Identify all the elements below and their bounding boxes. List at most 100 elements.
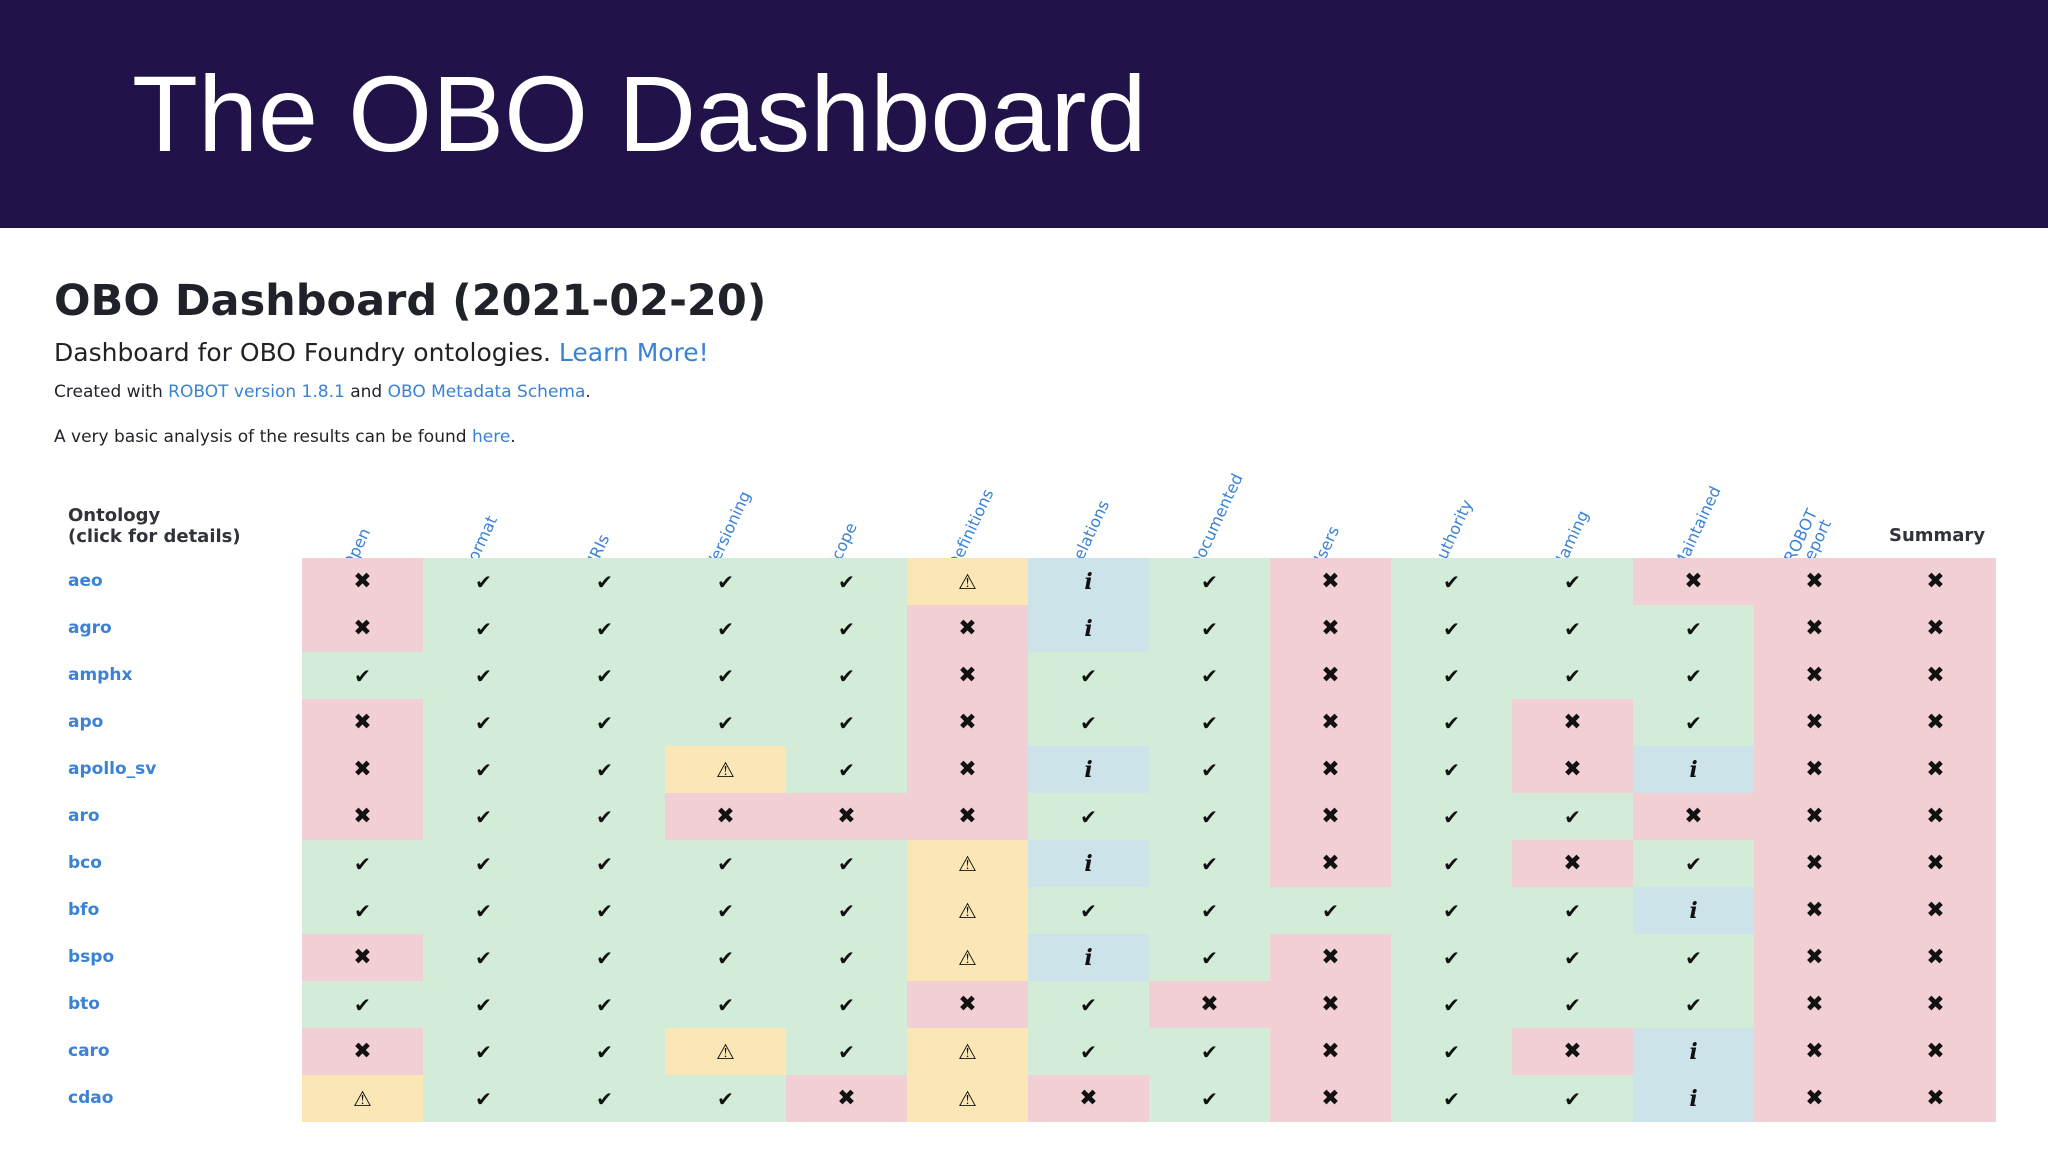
status-cell-apollo-sv-documented[interactable]: ✔ <box>1149 746 1270 793</box>
status-cell-agro-definitions[interactable]: ✖ <box>907 605 1028 652</box>
status-cell-apo-documented[interactable]: ✔ <box>1149 699 1270 746</box>
status-cell-cdao-open[interactable]: ⚠ <box>302 1075 423 1122</box>
status-cell-agro-robot-report[interactable]: ✖ <box>1754 605 1875 652</box>
status-cell-amphx-users[interactable]: ✖ <box>1270 652 1391 699</box>
status-cell-apollo-sv-relations[interactable]: i <box>1028 746 1149 793</box>
status-cell-apollo-sv-maintained[interactable]: i <box>1633 746 1754 793</box>
status-cell-bco-authority[interactable]: ✔ <box>1391 840 1512 887</box>
status-cell-cdao-robot-report[interactable]: ✖ <box>1754 1075 1875 1122</box>
status-cell-apo-maintained[interactable]: ✔ <box>1633 699 1754 746</box>
status-cell-apo-users[interactable]: ✖ <box>1270 699 1391 746</box>
status-cell-amphx-maintained[interactable]: ✔ <box>1633 652 1754 699</box>
status-cell-bto-scope[interactable]: ✔ <box>786 981 907 1028</box>
status-cell-bfo-versioning[interactable]: ✔ <box>665 887 786 934</box>
robot-version-link[interactable]: ROBOT version 1.8.1 <box>168 382 345 402</box>
status-cell-bco-open[interactable]: ✔ <box>302 840 423 887</box>
status-cell-aro-versioning[interactable]: ✖ <box>665 793 786 840</box>
ontology-link-bspo[interactable]: bspo <box>68 947 115 967</box>
status-cell-bco-users[interactable]: ✖ <box>1270 840 1391 887</box>
column-header-maintained[interactable]: Maintained <box>1669 483 1725 572</box>
status-cell-aeo-relations[interactable]: i <box>1028 558 1149 605</box>
status-cell-cdao-documented[interactable]: ✔ <box>1149 1075 1270 1122</box>
status-cell-aeo-maintained[interactable]: ✖ <box>1633 558 1754 605</box>
status-cell-agro-relations[interactable]: i <box>1028 605 1149 652</box>
ontology-link-amphx[interactable]: amphx <box>68 665 133 685</box>
status-cell-aro-robot-report[interactable]: ✖ <box>1754 793 1875 840</box>
status-cell-bfo-open[interactable]: ✔ <box>302 887 423 934</box>
status-cell-apollo-sv-summary[interactable]: ✖ <box>1875 746 1996 793</box>
status-cell-amphx-versioning[interactable]: ✔ <box>665 652 786 699</box>
status-cell-agro-naming[interactable]: ✔ <box>1512 605 1633 652</box>
status-cell-apo-versioning[interactable]: ✔ <box>665 699 786 746</box>
status-cell-caro-uris[interactable]: ✔ <box>544 1028 665 1075</box>
status-cell-bfo-users[interactable]: ✔ <box>1270 887 1391 934</box>
status-cell-bco-definitions[interactable]: ⚠ <box>907 840 1028 887</box>
status-cell-bto-naming[interactable]: ✔ <box>1512 981 1633 1028</box>
status-cell-cdao-naming[interactable]: ✔ <box>1512 1075 1633 1122</box>
status-cell-caro-naming[interactable]: ✖ <box>1512 1028 1633 1075</box>
status-cell-caro-robot-report[interactable]: ✖ <box>1754 1028 1875 1075</box>
status-cell-caro-definitions[interactable]: ⚠ <box>907 1028 1028 1075</box>
status-cell-bspo-naming[interactable]: ✔ <box>1512 934 1633 981</box>
status-cell-bspo-scope[interactable]: ✔ <box>786 934 907 981</box>
status-cell-amphx-format[interactable]: ✔ <box>423 652 544 699</box>
ontology-link-agro[interactable]: agro <box>68 618 112 638</box>
status-cell-aro-maintained[interactable]: ✖ <box>1633 793 1754 840</box>
status-cell-apollo-sv-scope[interactable]: ✔ <box>786 746 907 793</box>
status-cell-bfo-summary[interactable]: ✖ <box>1875 887 1996 934</box>
status-cell-bto-relations[interactable]: ✔ <box>1028 981 1149 1028</box>
status-cell-caro-users[interactable]: ✖ <box>1270 1028 1391 1075</box>
status-cell-amphx-uris[interactable]: ✔ <box>544 652 665 699</box>
status-cell-aro-open[interactable]: ✖ <box>302 793 423 840</box>
status-cell-caro-versioning[interactable]: ⚠ <box>665 1028 786 1075</box>
ontology-link-aro[interactable]: aro <box>68 806 100 826</box>
status-cell-apo-authority[interactable]: ✔ <box>1391 699 1512 746</box>
status-cell-amphx-open[interactable]: ✔ <box>302 652 423 699</box>
status-cell-apo-naming[interactable]: ✖ <box>1512 699 1633 746</box>
status-cell-amphx-documented[interactable]: ✔ <box>1149 652 1270 699</box>
status-cell-bto-authority[interactable]: ✔ <box>1391 981 1512 1028</box>
status-cell-bspo-definitions[interactable]: ⚠ <box>907 934 1028 981</box>
status-cell-bco-scope[interactable]: ✔ <box>786 840 907 887</box>
status-cell-cdao-scope[interactable]: ✖ <box>786 1075 907 1122</box>
status-cell-amphx-summary[interactable]: ✖ <box>1875 652 1996 699</box>
status-cell-bfo-maintained[interactable]: i <box>1633 887 1754 934</box>
status-cell-bto-maintained[interactable]: ✔ <box>1633 981 1754 1028</box>
status-cell-cdao-relations[interactable]: ✖ <box>1028 1075 1149 1122</box>
ontology-link-bco[interactable]: bco <box>68 853 102 873</box>
status-cell-bfo-naming[interactable]: ✔ <box>1512 887 1633 934</box>
status-cell-aeo-naming[interactable]: ✔ <box>1512 558 1633 605</box>
status-cell-agro-versioning[interactable]: ✔ <box>665 605 786 652</box>
status-cell-agro-uris[interactable]: ✔ <box>544 605 665 652</box>
status-cell-agro-format[interactable]: ✔ <box>423 605 544 652</box>
status-cell-apo-format[interactable]: ✔ <box>423 699 544 746</box>
status-cell-bfo-relations[interactable]: ✔ <box>1028 887 1149 934</box>
status-cell-aro-naming[interactable]: ✔ <box>1512 793 1633 840</box>
status-cell-aro-documented[interactable]: ✔ <box>1149 793 1270 840</box>
status-cell-bto-format[interactable]: ✔ <box>423 981 544 1028</box>
status-cell-apollo-sv-uris[interactable]: ✔ <box>544 746 665 793</box>
status-cell-bspo-uris[interactable]: ✔ <box>544 934 665 981</box>
status-cell-bto-open[interactable]: ✔ <box>302 981 423 1028</box>
status-cell-bspo-maintained[interactable]: ✔ <box>1633 934 1754 981</box>
status-cell-bto-definitions[interactable]: ✖ <box>907 981 1028 1028</box>
status-cell-caro-authority[interactable]: ✔ <box>1391 1028 1512 1075</box>
column-header-naming[interactable]: Naming <box>1548 507 1593 572</box>
status-cell-bco-naming[interactable]: ✖ <box>1512 840 1633 887</box>
status-cell-bfo-robot-report[interactable]: ✖ <box>1754 887 1875 934</box>
status-cell-aeo-definitions[interactable]: ⚠ <box>907 558 1028 605</box>
analysis-here-link[interactable]: here <box>471 427 511 447</box>
status-cell-bco-maintained[interactable]: ✔ <box>1633 840 1754 887</box>
column-header-relations[interactable]: Relations <box>1064 497 1114 572</box>
status-cell-agro-open[interactable]: ✖ <box>302 605 423 652</box>
status-cell-aeo-robot-report[interactable]: ✖ <box>1754 558 1875 605</box>
ontology-link-bfo[interactable]: bfo <box>68 900 100 920</box>
status-cell-apo-summary[interactable]: ✖ <box>1875 699 1996 746</box>
status-cell-bspo-documented[interactable]: ✔ <box>1149 934 1270 981</box>
status-cell-apo-open[interactable]: ✖ <box>302 699 423 746</box>
status-cell-caro-documented[interactable]: ✔ <box>1149 1028 1270 1075</box>
status-cell-agro-authority[interactable]: ✔ <box>1391 605 1512 652</box>
status-cell-apo-robot-report[interactable]: ✖ <box>1754 699 1875 746</box>
ontology-link-cdao[interactable]: cdao <box>68 1088 114 1108</box>
status-cell-cdao-definitions[interactable]: ⚠ <box>907 1075 1028 1122</box>
